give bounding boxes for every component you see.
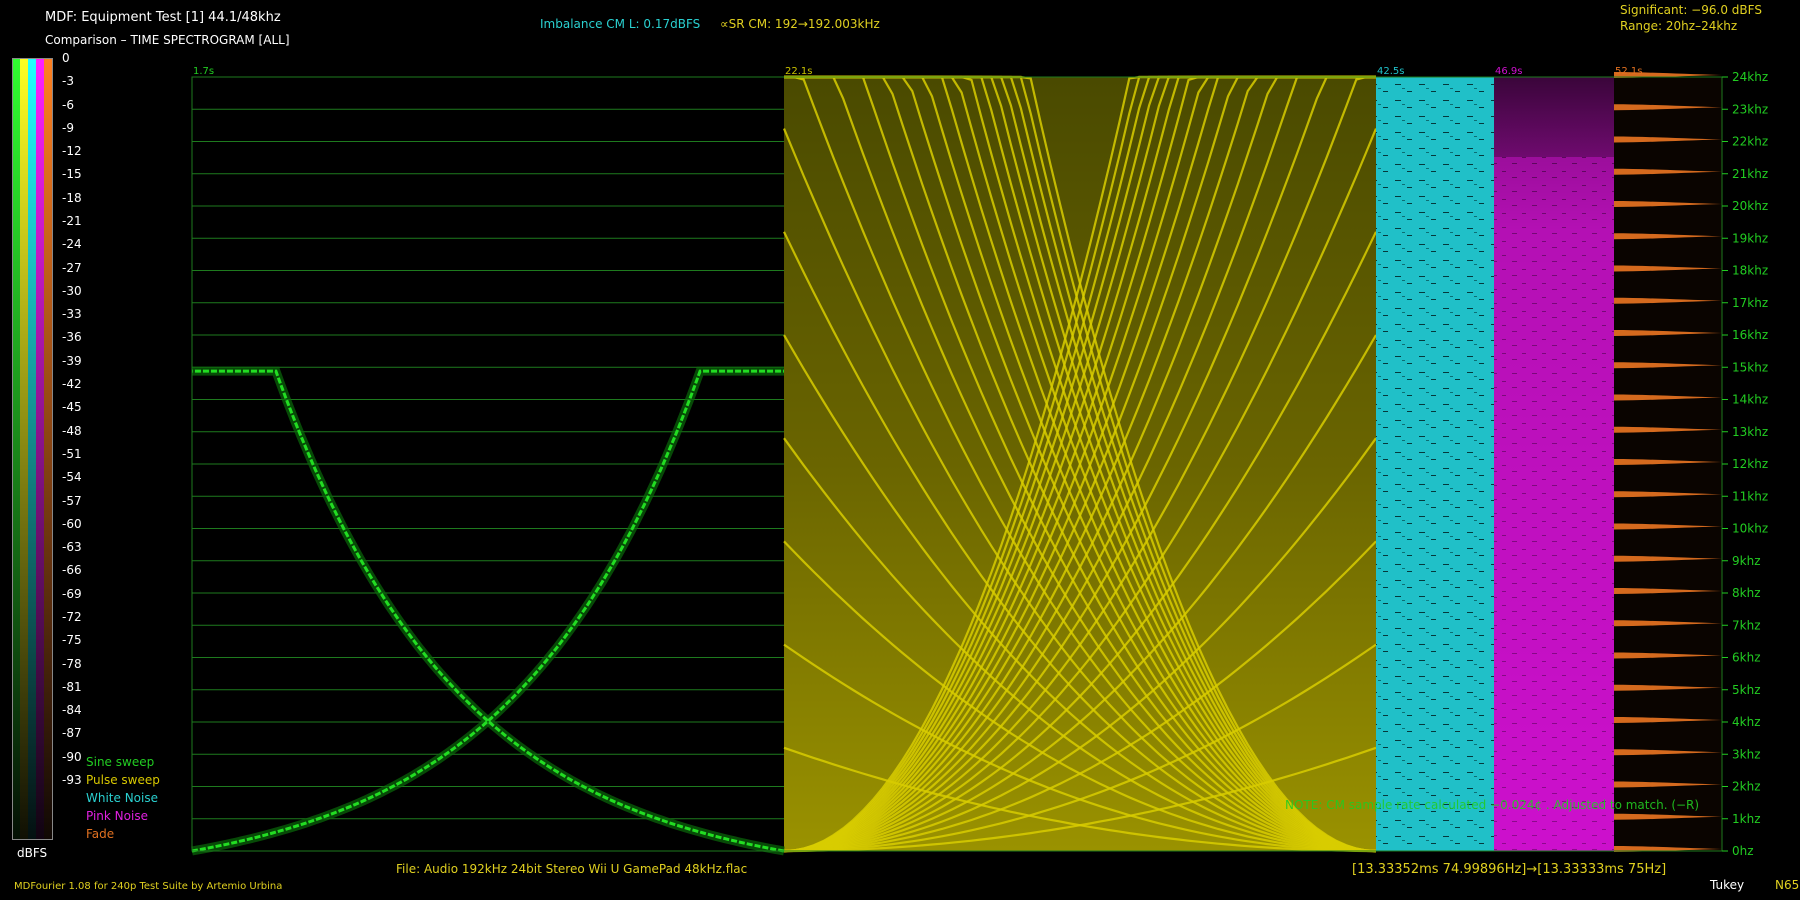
y-tick-label: 19khz xyxy=(1732,231,1768,245)
y-tick-label: 1khz xyxy=(1732,812,1761,826)
y-tick-label: 5khz xyxy=(1732,683,1761,697)
imbalance-label: Imbalance CM L: 0.17dBFS xyxy=(540,17,701,31)
white-noise-region xyxy=(1376,77,1494,851)
segment-start-label: 22.1s xyxy=(785,66,812,77)
dbfs-tick-label: -39 xyxy=(62,353,82,368)
y-tick-label: 14khz xyxy=(1732,393,1768,407)
y-tick-label: 8khz xyxy=(1732,586,1761,600)
dbfs-tick-label: -66 xyxy=(62,563,82,578)
legend-item: Pink Noise xyxy=(86,809,148,823)
dbfs-tick-label: -6 xyxy=(62,97,74,112)
y-tick-label: 10khz xyxy=(1732,522,1768,536)
y-axis: 0hz 1khz 2khz 3khz 4khz 5khz 6khz 7khz 8khz 9khz 1… xyxy=(1722,70,1768,858)
segment-start-label: 52.1s xyxy=(1615,66,1642,77)
dbfs-tick-label: -93 xyxy=(62,773,82,787)
dbfs-tick-label: -54 xyxy=(62,470,82,485)
sample-rate-note: NOTE: CM sample rate calculated −0.024¢ … xyxy=(1285,798,1700,812)
dbfs-tick-label: -72 xyxy=(62,609,82,624)
dbfs-tick-label: -57 xyxy=(62,493,82,508)
legend-item: Fade xyxy=(86,827,115,841)
dbfs-tick-label: -48 xyxy=(62,423,82,438)
dbfs-tick-label: -81 xyxy=(62,679,82,694)
segment-labels: 1.7s 22.1s 42.5s 46.9s 52.1s xyxy=(193,66,1642,77)
y-tick-label: 23khz xyxy=(1732,102,1768,116)
corner-label: N65 xyxy=(1775,878,1800,892)
dbfs-tick-label: -60 xyxy=(62,516,82,531)
window-label: Tukey xyxy=(1710,878,1745,892)
y-tick-label: 17khz xyxy=(1732,296,1768,310)
legend-item: Sine sweep xyxy=(86,755,155,769)
dbfs-tick-label: -12 xyxy=(62,144,82,159)
dbfs-tick-label: -36 xyxy=(62,330,82,345)
y-tick-label: 16khz xyxy=(1732,328,1768,342)
file-label: File: Audio 192kHz 24bit Stereo Wii U Ga… xyxy=(396,862,748,876)
y-tick-label: 6khz xyxy=(1732,651,1761,665)
y-tick-label: 22khz xyxy=(1732,135,1768,149)
y-tick-label: 7khz xyxy=(1732,618,1761,632)
segment-start-label: 1.7s xyxy=(193,66,214,77)
dbfs-tick-label: -30 xyxy=(62,283,82,298)
y-tick-label: 18khz xyxy=(1732,264,1768,278)
dbfs-tick-label: -15 xyxy=(62,167,82,182)
sine-sweep-curves xyxy=(191,366,785,856)
timing-label: [13.33352ms 74.99896Hz]→[13.33333ms 75Hz… xyxy=(1352,862,1667,877)
dbfs-tick-label: -78 xyxy=(62,656,82,671)
dbfs-tick-label: -51 xyxy=(62,446,82,461)
y-tick-label: 15khz xyxy=(1732,360,1768,374)
y-tick-label: 0hz xyxy=(1732,844,1754,858)
dbfs-tick-label: -27 xyxy=(62,260,82,275)
dbfs-tick-label: -33 xyxy=(62,307,82,322)
dbfs-tick-label: -75 xyxy=(62,633,82,648)
chart-subtitle: Comparison – TIME SPECTROGRAM [ALL] xyxy=(45,33,290,47)
y-tick-label: 13khz xyxy=(1732,425,1768,439)
dbfs-tick-label: 0 xyxy=(62,51,70,65)
significant-label: Significant: −96.0 dBFS xyxy=(1620,3,1762,17)
y-tick-label: 4khz xyxy=(1732,715,1761,729)
dbfs-tick-label: -24 xyxy=(62,237,82,252)
y-tick-label: 2khz xyxy=(1732,780,1761,794)
sample-rate-label: ∝SR CM: 192→192.003kHz xyxy=(720,17,880,31)
y-tick-label: 24khz xyxy=(1732,70,1768,84)
dbfs-tick-label: -3 xyxy=(62,74,74,89)
y-tick-label: 11khz xyxy=(1732,489,1768,503)
dbfs-tick-label: -45 xyxy=(62,400,82,415)
fade-bands xyxy=(1614,72,1722,852)
dbfs-scale-graphic xyxy=(12,58,53,840)
pink-noise-texture xyxy=(1494,157,1614,851)
dbfs-tick-label: -21 xyxy=(62,214,82,229)
legend-item: Pulse sweep xyxy=(86,773,160,787)
range-label: Range: 20hz–24khz xyxy=(1620,19,1738,33)
dbfs-unit-label: dBFS xyxy=(17,846,48,860)
dbfs-tick-label: -90 xyxy=(62,749,82,764)
dbfs-tick-label: -84 xyxy=(62,703,82,718)
pulse-harmonics xyxy=(782,75,1378,853)
legend-item: White Noise xyxy=(86,791,158,805)
credit-label: MDFourier 1.08 for 240p Test Suite by Ar… xyxy=(14,881,283,892)
dbfs-tick-label: -9 xyxy=(62,120,74,135)
segment-start-label: 42.5s xyxy=(1377,66,1404,77)
y-tick-label: 3khz xyxy=(1732,747,1761,761)
app-title: MDF: Equipment Test [1] 44.1/48khz xyxy=(45,10,281,25)
dbfs-color-scale xyxy=(12,58,54,840)
dbfs-tick-label: -87 xyxy=(62,726,82,741)
y-tick-label: 9khz xyxy=(1732,554,1761,568)
dbfs-tick-label: -18 xyxy=(62,190,82,205)
y-tick-label: 12khz xyxy=(1732,457,1768,471)
dbfs-tick-label: -69 xyxy=(62,586,82,601)
segment-start-label: 46.9s xyxy=(1495,66,1522,77)
dbfs-tick-label: -42 xyxy=(62,377,82,392)
y-tick-label: 21khz xyxy=(1732,167,1768,181)
dbfs-tick-label: -63 xyxy=(62,540,82,555)
dbfs-tick-labels: 0 -3 -6 -9 -12 -15 -18 -21 -24 -27 -30 -33 -36 -39 -42… xyxy=(56,51,96,840)
y-tick-label: 20khz xyxy=(1732,199,1768,213)
